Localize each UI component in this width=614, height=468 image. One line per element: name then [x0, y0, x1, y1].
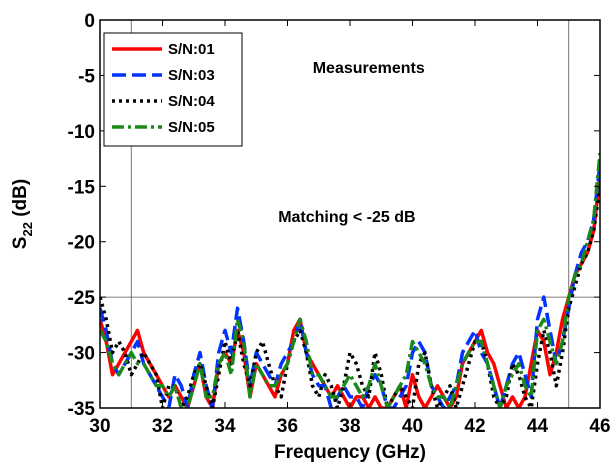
annotation-1: Measurements: [313, 60, 425, 77]
annotation-2: Matching < -25 dB: [278, 209, 415, 226]
x-tick-label-7: 44: [527, 416, 549, 437]
y-tick-label-6: -30: [68, 344, 95, 365]
y-tick-label-3: -15: [68, 177, 96, 198]
x-tick-label-8: 46: [589, 416, 610, 437]
y-tick-label-1: -5: [78, 66, 95, 87]
series-layer: [100, 152, 600, 408]
series-line-4: [100, 152, 600, 408]
legend: S/N:01 S/N:03 S/N:04 S/N:05: [103, 32, 243, 147]
legend-box: [103, 32, 243, 147]
y-tick-label-4: -20: [68, 233, 95, 254]
series-line-3: [100, 186, 600, 408]
x-tick-label-5: 40: [402, 416, 423, 437]
x-tick-label-1: 32: [152, 416, 173, 437]
legend-label-1: S/N:01: [168, 41, 215, 58]
x-tick-label-3: 36: [277, 416, 298, 437]
axis-ticks: [99, 19, 601, 409]
y-axis-label-subscript: 22: [20, 222, 35, 236]
y-axis-label: S22 (dB): [10, 179, 35, 249]
x-axis-label: Frequency (GHz): [274, 442, 426, 463]
series-line-1: [100, 175, 600, 408]
series-line-2: [100, 163, 600, 408]
y-axis-label-base: S: [10, 237, 31, 250]
x-tick-label-2: 34: [214, 416, 236, 437]
annotations: Measurements Matching < -25 dB: [278, 60, 425, 226]
x-tick-label-0: 30: [89, 416, 110, 437]
x-tick-label-6: 42: [464, 416, 485, 437]
legend-label-4: S/N:05: [168, 119, 215, 136]
y-tick-label-0: 0: [84, 11, 95, 32]
legend-label-3: S/N:04: [168, 93, 215, 110]
y-axis-label-unit: (dB): [10, 179, 31, 222]
y-tick-label-2: -10: [68, 122, 95, 143]
y-tick-label-5: -25: [68, 288, 96, 309]
tick-labels: 30 32 34 36 38 40 42 44 46 0 -5 -10 -15 -20 -25 -30 -35: [68, 11, 611, 437]
legend-label-2: S/N:03: [168, 67, 215, 84]
x-tick-label-4: 38: [339, 416, 360, 437]
y-tick-label-7: -35: [68, 399, 96, 420]
